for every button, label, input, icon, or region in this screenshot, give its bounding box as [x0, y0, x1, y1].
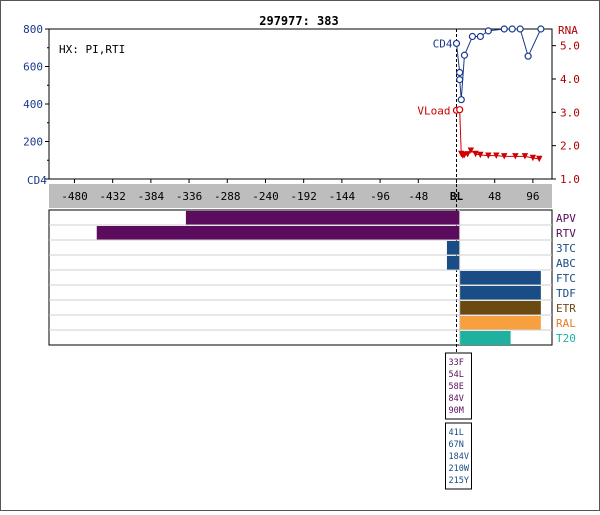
right-tick-label: 4.0 [560, 73, 580, 86]
x-tick-label: -48 [408, 190, 428, 203]
cd4-point [500, 25, 508, 33]
vload-point-undetectable [501, 153, 508, 160]
x-tick-label: -432 [99, 190, 126, 203]
x-tick-label: -336 [176, 190, 203, 203]
left-tick-label: 400 [23, 98, 43, 111]
cd4-point [476, 32, 484, 41]
mutation-box [444, 352, 472, 420]
vload-point-undetectable [512, 153, 519, 160]
drug-bar-apv [185, 211, 460, 225]
mutation-label: 41L [448, 428, 463, 438]
cd4-point [524, 52, 532, 60]
mutation-label: 184V [448, 452, 468, 462]
vload-point [456, 106, 464, 114]
mutation-box [444, 422, 472, 490]
cd4-point [508, 25, 516, 33]
cd4-point [457, 96, 465, 104]
vload-point-undetectable [464, 151, 471, 158]
cd4-point [452, 39, 461, 48]
mutation-label: 215Y [448, 476, 468, 486]
right-tick-label: 1.0 [560, 173, 580, 186]
left-tick-label: 600 [23, 61, 43, 74]
cd4-point [516, 25, 524, 33]
x-tick-label: -96 [370, 190, 390, 203]
vload-point-undetectable [536, 155, 543, 163]
x-tick-label: -240 [252, 190, 279, 203]
x-tick-label: BL [450, 190, 464, 203]
mutation-label: 90M [448, 406, 463, 416]
mutation-label: 210W [448, 464, 469, 474]
drug-label-ral: RAL [556, 317, 576, 330]
x-axis-band [49, 184, 552, 208]
vload-point-undetectable [521, 153, 529, 160]
drug-bar-tdf [459, 286, 541, 300]
drug-label-abc: ABC [556, 257, 576, 270]
vload-series-label: VLoad [417, 104, 450, 117]
drug-bar-etr [459, 301, 541, 315]
drug-label-3tc: 3TC [556, 242, 576, 255]
drug-bar-abc [446, 256, 460, 270]
drug-bar-ral [459, 316, 541, 330]
drug-label-tdf: TDF [556, 287, 576, 300]
drug-bar-t20 [459, 331, 511, 345]
right-axis-label: RNA [558, 24, 578, 37]
drug-label-rtv: RTV [556, 227, 576, 240]
mutation-label: 58E [448, 382, 463, 392]
vload-point-undetectable [472, 150, 479, 158]
drug-bar-ftc [459, 271, 541, 285]
mutation-label: 54L [448, 370, 463, 380]
right-tick-label: 2.0 [560, 140, 580, 153]
cd4-series-label: CD4 [433, 37, 453, 50]
x-tick-label: 96 [526, 190, 539, 203]
x-tick-label: 48 [488, 190, 501, 203]
right-tick-label: 5.0 [560, 40, 580, 53]
x-tick-label: -192 [290, 190, 317, 203]
drug-label-t20: T20 [556, 332, 576, 345]
x-tick-label: -384 [138, 190, 165, 203]
vload-point-undetectable [477, 151, 484, 159]
cd4-point [456, 76, 464, 84]
cd4-point [460, 51, 469, 59]
vload-point-undetectable [529, 154, 537, 162]
drug-label-apv: APV [556, 212, 576, 225]
cd4-point [456, 68, 464, 77]
left-tick-label: 800 [23, 23, 43, 36]
cd4-point [468, 32, 477, 41]
vload-point-undetectable [467, 147, 475, 154]
x-tick-label: -288 [214, 190, 241, 203]
drug-label-etr: ETR [556, 302, 576, 315]
mutation-label: 84V [448, 394, 463, 404]
mutation-label: 33F [448, 358, 463, 368]
drug-bar-rtv [96, 226, 460, 240]
drug-label-ftc: FTC [556, 272, 576, 285]
history-annotation: HX: PI,RTI [59, 43, 125, 56]
mutation-label: 67N [448, 440, 463, 450]
cd4-point [537, 25, 545, 33]
vload-point-undetectable [493, 152, 500, 159]
vload-point-undetectable [485, 152, 492, 159]
cd4-point [484, 27, 492, 35]
chart-title: 297977: 383 [259, 14, 338, 28]
left-axis-label: CD4 [27, 174, 47, 187]
x-tick-label: -480 [61, 190, 88, 203]
drug-bar-3tc [446, 241, 460, 255]
right-tick-label: 3.0 [560, 106, 580, 119]
x-tick-label: -144 [329, 190, 356, 203]
left-tick-label: 200 [23, 136, 43, 149]
